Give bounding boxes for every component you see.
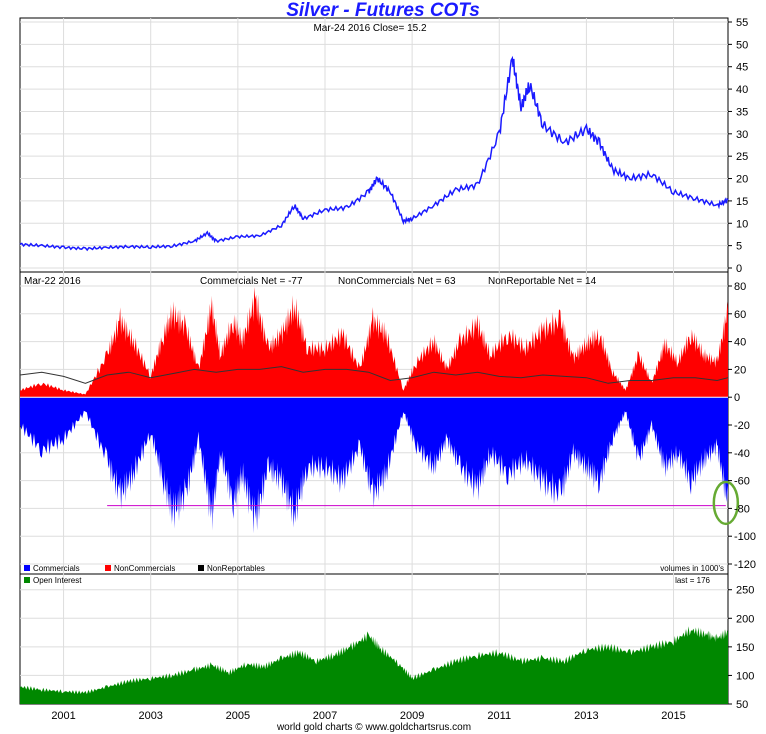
legend-label-open-interest: Open Interest: [33, 576, 82, 585]
price-y-tick-label: 40: [736, 84, 748, 96]
x-tick-label: 2015: [661, 710, 685, 722]
x-tick-label: 2005: [226, 710, 250, 722]
price-subtitle: Mar-24 2016 Close= 15.2: [313, 23, 427, 34]
x-tick-label: 2007: [313, 710, 337, 722]
price-y-tick-label: 35: [736, 106, 748, 118]
oi-y-tick-label: 100: [736, 670, 754, 682]
price-y-tick-label: 0: [736, 263, 742, 275]
x-tick-label: 2009: [400, 710, 424, 722]
legend-swatch-nonreportables: [198, 565, 204, 571]
price-panel-frame: [19, 17, 729, 273]
volume-note: volumes in 1000's: [660, 564, 724, 573]
commercials-net-label: Commercials Net = -77: [200, 276, 303, 287]
noncommercials-net-label: NonCommercials Net = 63: [338, 276, 456, 287]
price-y-tick-label: 55: [736, 17, 748, 29]
legend-label-commercials: Commercials: [33, 564, 80, 573]
cot-y-tick-label: 0: [734, 392, 740, 404]
chart-title: Silver - Futures COTs: [286, 0, 480, 21]
price-y-tick-label: 50: [736, 39, 748, 51]
commercials-area: [20, 397, 728, 534]
highlight-circle: [712, 480, 740, 526]
nonreportables-line: [19, 366, 729, 384]
cot-y-tick-label: -80: [734, 503, 750, 515]
last-value-label: last = 176: [675, 576, 710, 585]
cot-y-tick-label: 40: [734, 337, 746, 349]
legend-swatch-noncommercials: [105, 565, 111, 571]
price-y-tick-label: 25: [736, 151, 748, 163]
cot-y-tick-label: -100: [734, 531, 756, 543]
cot-y-tick-label: -40: [734, 448, 750, 460]
legend-swatch-commercials: [24, 565, 30, 571]
legend-label-noncommercials: NonCommercials: [114, 564, 175, 573]
oi-y-tick-label: 50: [736, 699, 748, 711]
cot-y-tick-label: -120: [734, 559, 756, 571]
price-y-tick-label: 5: [736, 241, 742, 253]
x-axis-ticks: 2001 2003 2005 2007 2009 2011 2013 2015: [51, 710, 685, 722]
open-interest-area: [20, 626, 728, 704]
cot-date-label: Mar-22 2016: [24, 276, 81, 287]
x-tick-label: 2003: [138, 710, 162, 722]
oi-y-tick-label: 250: [736, 585, 754, 597]
oi-y-ticks: 50 100 150 200 250: [728, 585, 754, 711]
price-y-tick-label: 20: [736, 174, 748, 186]
cot-y-tick-label: 20: [734, 364, 746, 376]
cot-y-tick-label: -20: [734, 420, 750, 432]
legend-label-nonreportables: NonReportables: [207, 564, 265, 573]
price-y-tick-label: 15: [736, 196, 748, 208]
price-series-line: [19, 55, 729, 252]
cot-y-ticks: -120 -100 -80 -60 -40 -20 0 20 40 60 80: [728, 281, 756, 571]
nonreportable-net-label: NonReportable Net = 14: [488, 276, 597, 287]
price-y-tick-label: 10: [736, 218, 748, 230]
cot-y-tick-label: 60: [734, 309, 746, 321]
footer-credit: world gold charts © www.goldchartsrus.co…: [276, 722, 471, 733]
x-tick-label: 2011: [487, 710, 511, 722]
oi-y-tick-label: 200: [736, 613, 754, 625]
price-y-ticks: 0 5 10 15 20 25 30 35 40 45 50 55: [728, 17, 748, 275]
cot-y-tick-label: 80: [734, 281, 746, 293]
price-gridlines: [20, 18, 728, 272]
oi-y-tick-label: 150: [736, 642, 754, 654]
legend-swatch-open-interest: [24, 577, 30, 583]
price-y-tick-label: 45: [736, 62, 748, 74]
cot-y-tick-label: -60: [734, 476, 750, 488]
x-tick-label: 2001: [51, 710, 75, 722]
price-y-tick-label: 30: [736, 129, 748, 141]
x-tick-label: 2013: [574, 710, 598, 722]
